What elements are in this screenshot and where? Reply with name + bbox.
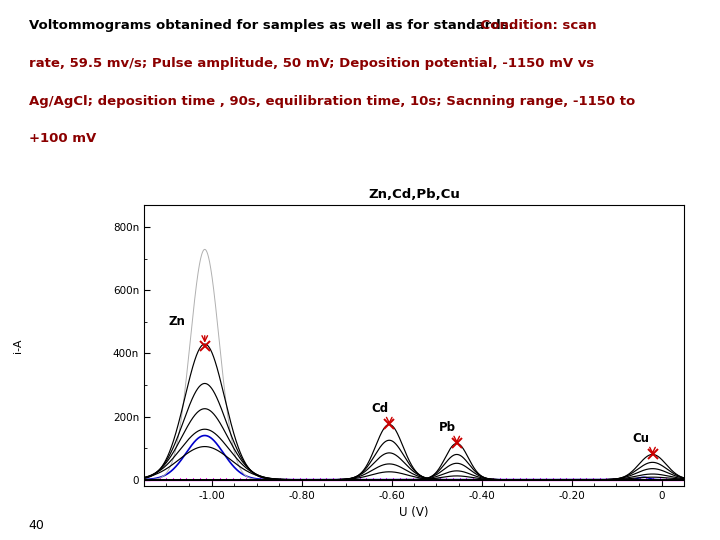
Text: 40: 40 [29, 519, 45, 532]
Text: Condition: scan: Condition: scan [476, 19, 597, 32]
Text: Cu: Cu [632, 432, 649, 445]
Text: Ag/AgCl; deposition time , 90s, equilibration time, 10s; Sacnning range, -1150 t: Ag/AgCl; deposition time , 90s, equilibr… [29, 94, 635, 107]
Text: i-A: i-A [13, 339, 23, 353]
Text: Pb: Pb [438, 421, 456, 434]
Text: +100 mV: +100 mV [29, 132, 96, 145]
X-axis label: U (V): U (V) [400, 507, 428, 519]
Text: rate, 59.5 mv/s; Pulse amplitude, 50 mV; Deposition potential, -1150 mV vs: rate, 59.5 mv/s; Pulse amplitude, 50 mV;… [29, 57, 594, 70]
Text: Zn: Zn [168, 315, 186, 328]
Title: Zn,Cd,Pb,Cu: Zn,Cd,Pb,Cu [368, 188, 460, 201]
Text: Cd: Cd [372, 402, 388, 415]
Text: Voltommograms obtanined for samples as well as for standards.: Voltommograms obtanined for samples as w… [29, 19, 513, 32]
